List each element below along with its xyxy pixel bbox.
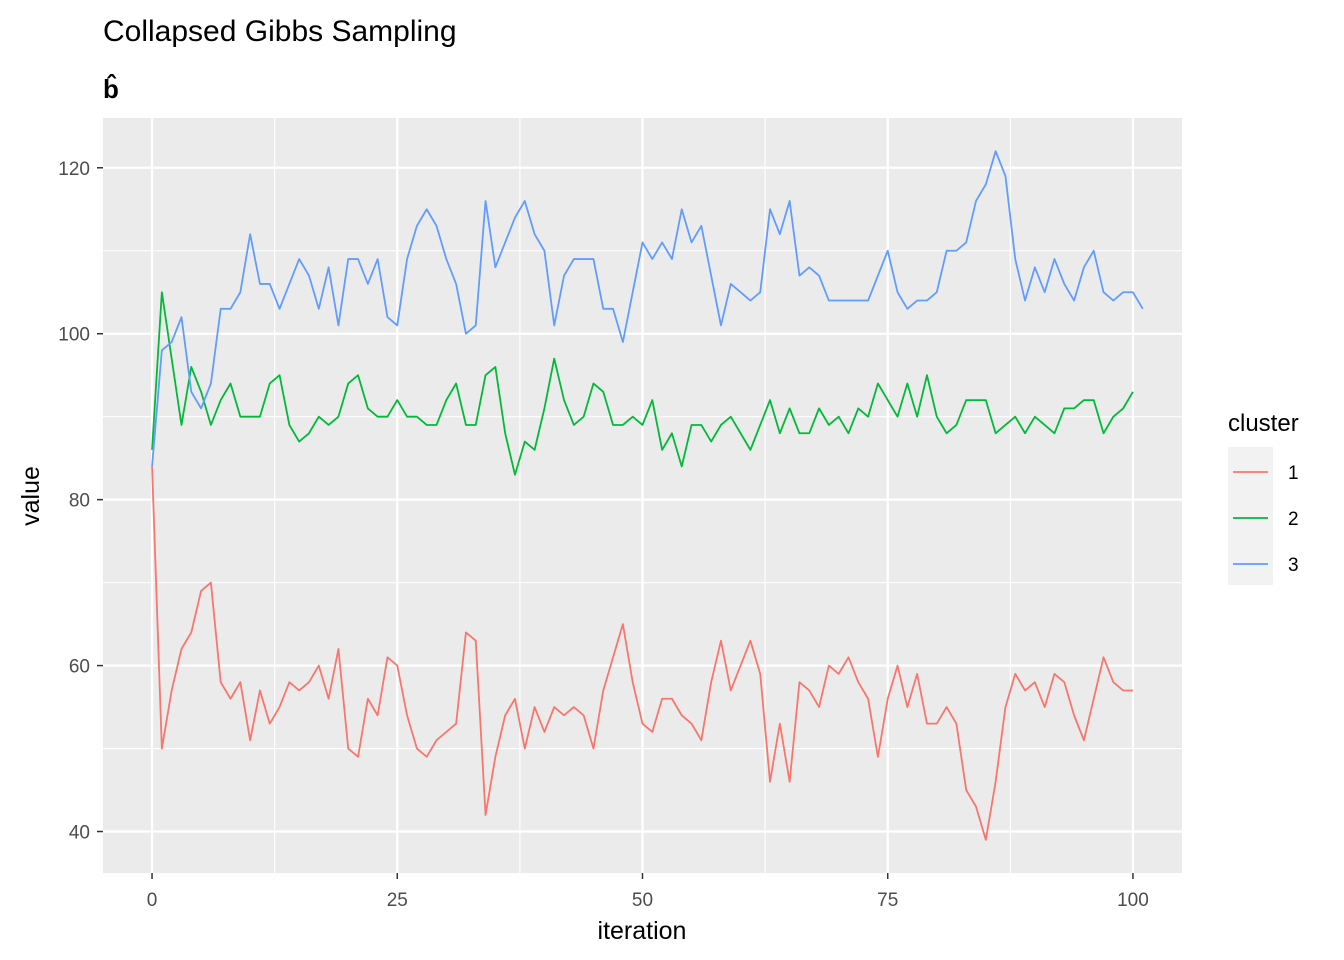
- y-tick-label: 100: [58, 325, 90, 346]
- major-grid: [103, 118, 1182, 873]
- x-tick-label: 75: [877, 890, 898, 911]
- x-tick-label: 50: [632, 890, 653, 911]
- chart-subtitle: b̂: [103, 73, 119, 104]
- chart-title: Collapsed Gibbs Sampling: [103, 15, 457, 48]
- x-tick-label: 100: [1117, 890, 1149, 911]
- x-axis-ticks: 0 25 50 75 100: [147, 873, 1149, 911]
- series-line-3: [151, 150, 1144, 467]
- x-tick-label: 25: [387, 890, 408, 911]
- legend-label-1: 1: [1288, 463, 1299, 484]
- y-axis-ticks: 40 60 80 100 120: [58, 159, 103, 844]
- x-tick-label: 0: [147, 890, 158, 911]
- y-axis-title: value: [17, 466, 45, 526]
- x-axis-title: iteration: [598, 917, 687, 945]
- y-tick-label: 120: [58, 159, 90, 180]
- y-tick-label: 60: [69, 657, 90, 678]
- legend-title: cluster: [1228, 410, 1299, 437]
- y-tick-label: 40: [69, 823, 90, 844]
- series-line-2: [151, 291, 1134, 476]
- legend: cluster 1 2 3: [1228, 410, 1299, 585]
- series-line-1: [151, 466, 1133, 841]
- legend-label-3: 3: [1288, 555, 1299, 576]
- series-lines: [151, 150, 1144, 841]
- legend-key-background: [1228, 447, 1273, 585]
- legend-label-2: 2: [1288, 509, 1299, 530]
- y-tick-label: 80: [69, 491, 90, 512]
